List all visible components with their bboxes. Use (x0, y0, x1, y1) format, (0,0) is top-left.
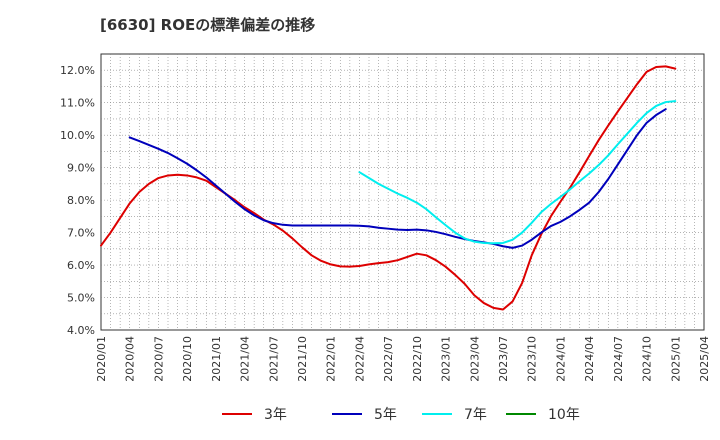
y-tick-label: 7.0% (67, 227, 95, 240)
y-tick-label: 11.0% (60, 97, 95, 110)
y-axis-ticks: 4.0% 5.0% 6.0% 7.0% 8.0% 9.0% 10.0% 11.0% 12.0% (60, 64, 95, 337)
y-tick-label: 8.0% (67, 194, 95, 207)
plot-area (100, 53, 705, 331)
grid-lines (101, 54, 704, 330)
y-tick-label: 9.0% (67, 162, 95, 175)
x-tick-label: 2024/10 (641, 336, 654, 382)
x-tick-label: 2021/07 (267, 336, 280, 382)
x-tick-label: 2022/07 (382, 336, 395, 382)
x-tick-label: 2025/01 (669, 336, 682, 382)
legend-label-3年: 3年 (264, 407, 287, 423)
legend: 3年 5年 7年 10年 (222, 407, 580, 423)
x-tick-label: 2020/07 (152, 336, 165, 382)
series-line-7年 (358, 100, 677, 245)
legend-label-7年: 7年 (464, 407, 487, 423)
x-tick-label: 2020/10 (181, 336, 194, 382)
x-tick-label: 2023/07 (497, 336, 510, 382)
x-tick-label: 2022/10 (411, 336, 424, 382)
legend-label-5年: 5年 (374, 407, 397, 423)
x-tick-label: 2022/04 (353, 336, 366, 382)
series-line-3年 (100, 65, 677, 311)
x-tick-label: 2020/04 (124, 336, 137, 382)
x-tick-label: 2020/01 (95, 336, 108, 382)
x-tick-label: 2021/04 (239, 336, 252, 382)
x-tick-label: 2024/01 (554, 336, 567, 382)
y-tick-label: 4.0% (67, 324, 95, 337)
x-tick-label: 2021/01 (210, 336, 223, 382)
legend-label-10年: 10年 (548, 407, 580, 423)
chart-title: [6630] ROEの標準偏差の推移 (100, 16, 315, 34)
y-tick-label: 12.0% (60, 64, 95, 77)
y-tick-label: 5.0% (67, 292, 95, 305)
x-tick-label: 2023/10 (526, 336, 539, 382)
x-tick-label: 2022/01 (325, 336, 338, 382)
x-axis-ticks: 2020/01 2020/04 2020/07 2020/10 2021/01 2021/… (95, 336, 711, 382)
x-tick-label: 2024/04 (583, 336, 596, 382)
y-tick-label: 6.0% (67, 259, 95, 272)
x-tick-label: 2023/01 (440, 336, 453, 382)
series-lines (100, 65, 677, 311)
series-line-5年 (128, 108, 667, 249)
x-tick-label: 2024/07 (612, 336, 625, 382)
y-tick-label: 10.0% (60, 129, 95, 142)
x-tick-label: 2025/04 (698, 336, 711, 382)
x-tick-label: 2023/04 (468, 336, 481, 382)
x-tick-label: 2021/10 (296, 336, 309, 382)
